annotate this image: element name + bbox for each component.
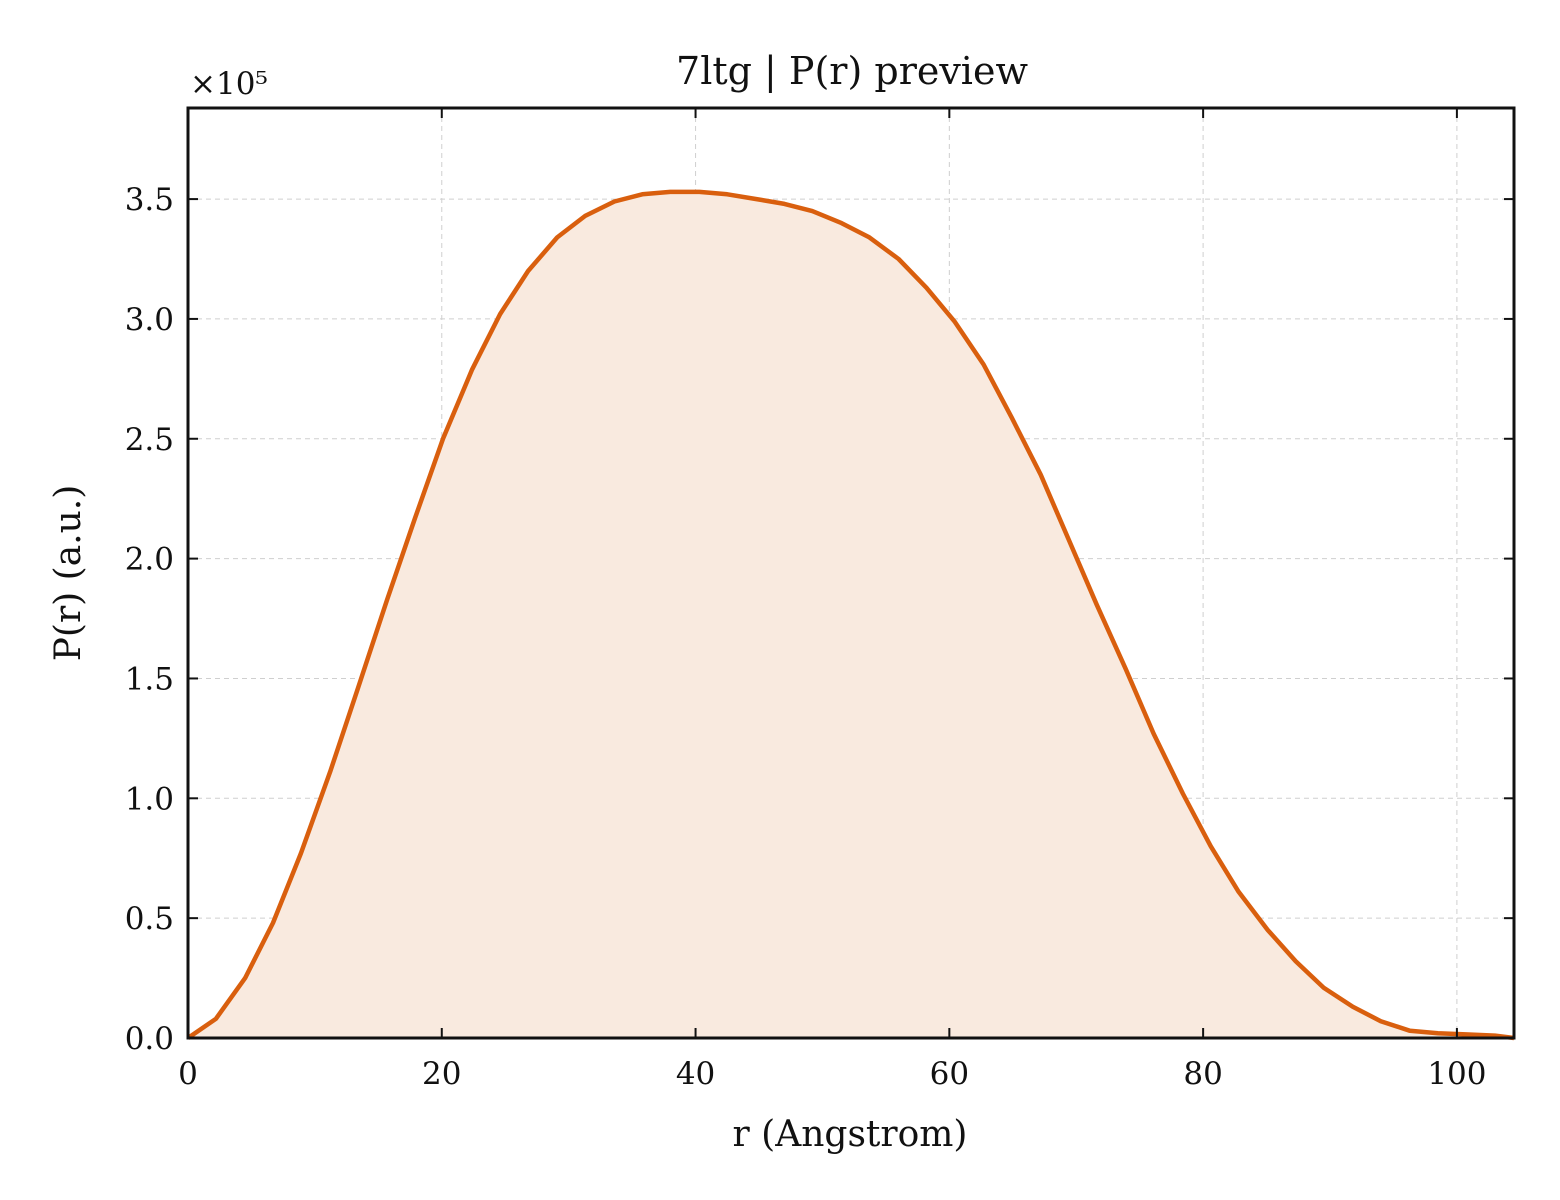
y-tick-label: 3.0 bbox=[125, 302, 174, 338]
y-tick-label: 2.0 bbox=[125, 542, 174, 578]
x-tick-label: 20 bbox=[422, 1056, 461, 1092]
x-axis-label: r (Angstrom) bbox=[733, 1114, 968, 1155]
x-tick-label: 40 bbox=[676, 1056, 715, 1092]
x-tick-label: 60 bbox=[930, 1056, 969, 1092]
y-tick-label: 0.0 bbox=[125, 1021, 174, 1057]
y-axis-label: P(r) (a.u.) bbox=[48, 485, 89, 662]
chart-title: 7ltg | P(r) preview bbox=[676, 49, 1028, 93]
series-line bbox=[186, 189, 1515, 1041]
y-scale-offset-label: ×10⁵ bbox=[190, 66, 268, 102]
tick-labels: 0 20 40 60 80 100 0.0 0.5 1.0 1.5 2.0 2.5 3.0 3.5 bbox=[125, 182, 1487, 1092]
y-tick-label: 0.5 bbox=[125, 901, 174, 937]
x-tick-label: 80 bbox=[1183, 1056, 1222, 1092]
plot-frame bbox=[186, 106, 1516, 1040]
series-area-fill bbox=[188, 191, 1514, 1038]
y-tick-label: 1.5 bbox=[125, 661, 174, 697]
x-tick-label: 100 bbox=[1427, 1056, 1486, 1092]
y-tick-label: 1.0 bbox=[125, 781, 174, 817]
x-tick-label: 0 bbox=[178, 1056, 198, 1092]
y-tick-label: 2.5 bbox=[125, 422, 174, 458]
y-tick-label: 3.5 bbox=[125, 182, 174, 218]
